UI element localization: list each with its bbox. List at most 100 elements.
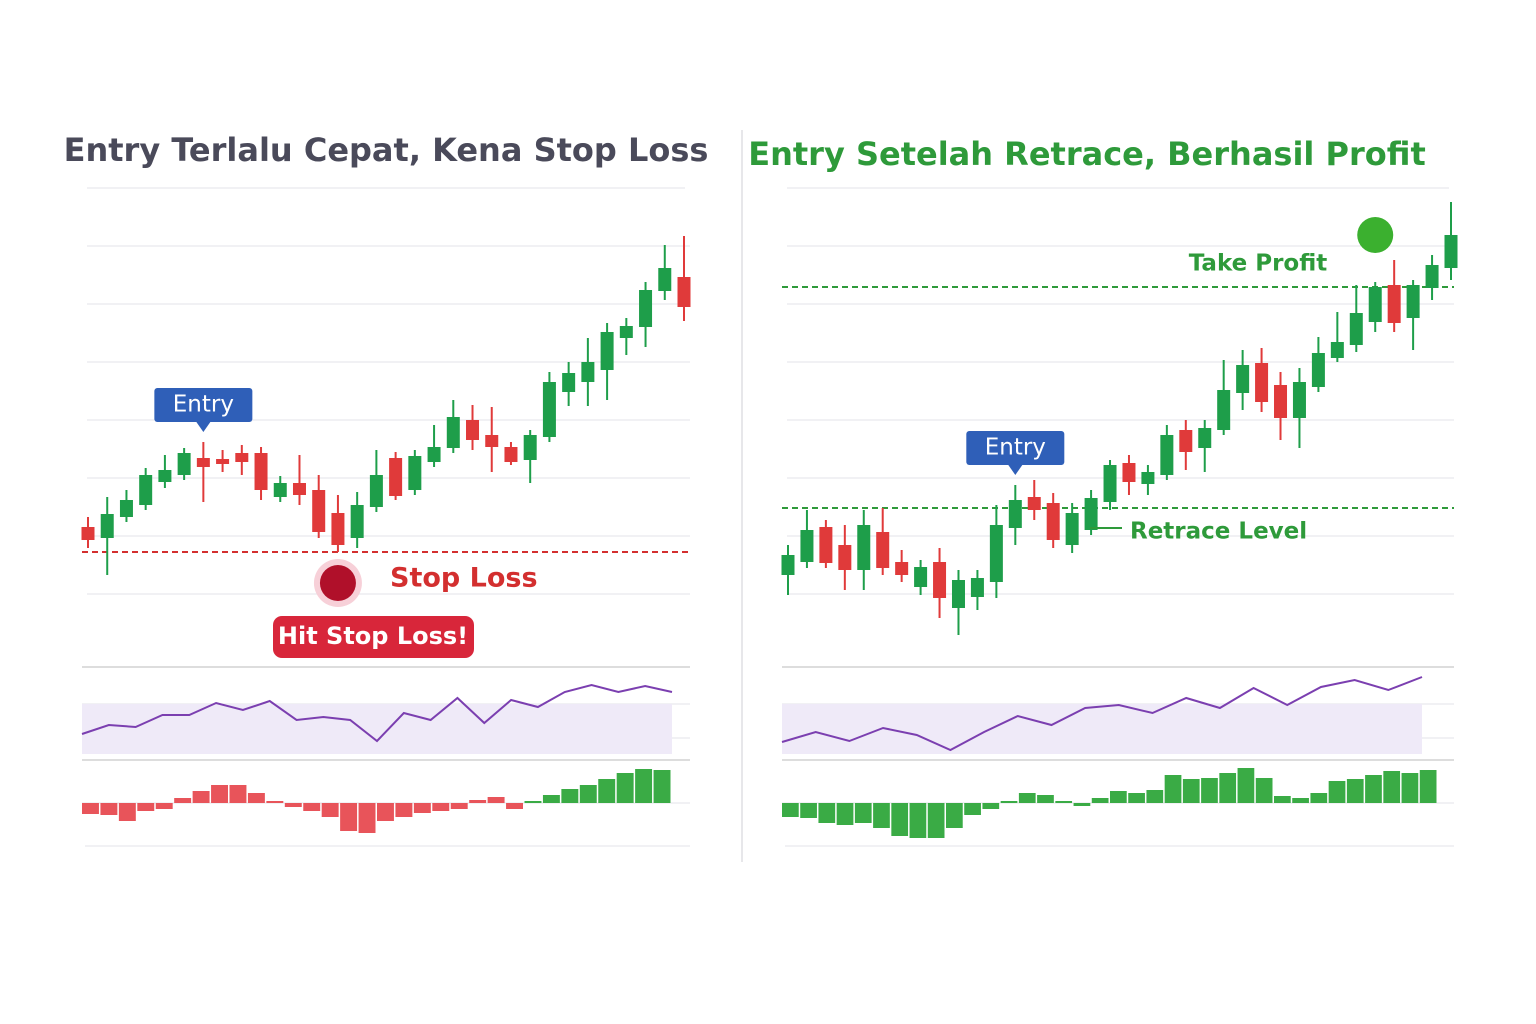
histogram-bar: [137, 803, 155, 811]
histogram-bar: [1328, 781, 1346, 803]
entry-label: Entry: [985, 435, 1046, 461]
candle-body: [196, 458, 210, 467]
marker-dot: [1357, 217, 1394, 253]
entry-badge: [966, 431, 1065, 465]
level-label: Retrace Level: [1130, 519, 1307, 545]
candle-body: [81, 527, 95, 540]
candle-body: [933, 562, 947, 598]
candle-body: [119, 500, 133, 517]
histogram-bar: [542, 795, 560, 803]
histogram-bar: [1255, 778, 1273, 803]
callout-box: [273, 616, 474, 658]
candle-body: [158, 470, 172, 482]
histogram-bar: [1401, 773, 1419, 803]
histogram-bar: [1018, 793, 1036, 803]
entry-badge: [154, 388, 253, 422]
histogram-bar: [211, 785, 228, 803]
candle-body: [1198, 428, 1212, 448]
candle-body: [1255, 363, 1269, 402]
histogram-bar: [1146, 790, 1164, 803]
candle-body: [1217, 390, 1231, 430]
indicator-line: [81, 683, 673, 743]
candle-body: [100, 514, 114, 538]
histogram-bar: [1292, 798, 1309, 803]
marker-dot: [319, 565, 356, 601]
histogram-bar: [782, 803, 799, 817]
histogram-bar: [1091, 798, 1109, 803]
candle-body: [838, 545, 852, 570]
candle-body: [1179, 430, 1193, 452]
histogram-bar: [635, 769, 653, 803]
histogram-bar: [321, 803, 339, 817]
histogram-bar: [1219, 773, 1237, 803]
indicator-band: [82, 704, 672, 754]
histogram-bar: [487, 797, 505, 803]
histogram-bar: [432, 803, 450, 811]
histogram-bar: [118, 803, 136, 821]
candle-body: [292, 483, 306, 495]
candle-body: [619, 326, 633, 338]
histogram-bar: [284, 803, 302, 807]
candle-body: [1103, 465, 1117, 502]
histogram-bar: [469, 800, 487, 803]
candle-body: [895, 562, 909, 575]
candle-body: [1160, 435, 1174, 475]
histogram-bar: [1274, 796, 1291, 803]
histogram-bar: [927, 803, 945, 838]
candle-body: [1274, 385, 1288, 418]
candle-body: [1084, 498, 1098, 530]
candle-body: [857, 525, 871, 570]
histogram-bar: [1383, 771, 1401, 803]
candle-body: [523, 435, 537, 460]
histogram-bar: [1182, 779, 1200, 803]
candle-body: [446, 417, 460, 448]
candle-body: [1387, 285, 1401, 323]
candle-body: [1046, 503, 1060, 540]
candle-body: [562, 373, 576, 392]
histogram-bar: [100, 803, 118, 815]
histogram-bar: [247, 793, 265, 803]
candle-body: [876, 532, 890, 568]
histogram-bar: [1037, 795, 1054, 803]
candle-body: [177, 453, 191, 475]
histogram-bar: [1419, 770, 1437, 803]
candle-body: [466, 420, 480, 440]
candle-body: [1008, 500, 1022, 528]
histogram-bar: [836, 803, 854, 825]
candle-body: [504, 447, 518, 462]
histogram-bar: [377, 803, 394, 821]
candle-body: [1406, 285, 1420, 318]
candle-body: [1444, 235, 1458, 268]
histogram-bar: [395, 803, 413, 817]
histogram-bar: [506, 803, 523, 809]
histogram-bar: [653, 770, 671, 803]
candle-body: [800, 530, 814, 562]
chart-title: Entry Setelah Retrace, Berhasil Profit: [748, 135, 1426, 173]
candle-body: [139, 475, 153, 505]
candle-body: [427, 447, 441, 462]
histogram-bar: [891, 803, 909, 836]
candle-body: [581, 362, 595, 382]
histogram-bar: [909, 803, 927, 838]
candle-body: [1065, 513, 1079, 545]
histogram-bar: [1201, 778, 1218, 803]
candle-body: [254, 453, 268, 490]
candle-body: [1425, 265, 1439, 288]
candle-body: [600, 332, 614, 370]
histogram-bar: [82, 803, 99, 814]
candle-body: [1141, 472, 1155, 484]
histogram-bar: [358, 803, 376, 833]
candle-body: [1122, 463, 1136, 482]
candle-body: [408, 456, 422, 490]
candle-body: [350, 505, 364, 538]
candle-body: [312, 490, 326, 532]
histogram-bar: [1000, 801, 1018, 803]
candle-body: [1292, 382, 1306, 418]
candle-body: [1027, 497, 1041, 510]
chart-title: Entry Terlalu Cepat, Kena Stop Loss: [64, 131, 709, 169]
histogram-bar: [800, 803, 817, 818]
histogram-bar: [946, 803, 963, 828]
candle-body: [1236, 365, 1250, 393]
histogram-bar: [192, 791, 210, 803]
histogram-bar: [616, 773, 634, 803]
